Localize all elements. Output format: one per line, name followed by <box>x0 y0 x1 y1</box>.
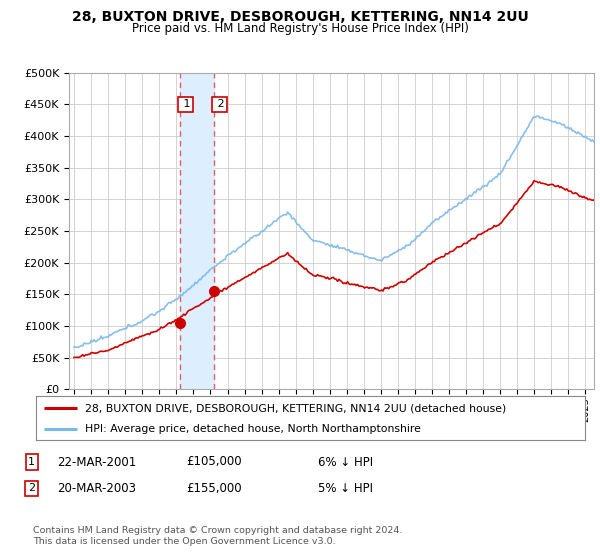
Text: 6% ↓ HPI: 6% ↓ HPI <box>318 455 373 469</box>
Text: 1: 1 <box>180 100 191 109</box>
Text: HPI: Average price, detached house, North Northamptonshire: HPI: Average price, detached house, Nort… <box>85 424 421 433</box>
Text: Price paid vs. HM Land Registry's House Price Index (HPI): Price paid vs. HM Land Registry's House … <box>131 22 469 35</box>
Text: 28, BUXTON DRIVE, DESBOROUGH, KETTERING, NN14 2UU (detached house): 28, BUXTON DRIVE, DESBOROUGH, KETTERING,… <box>85 403 506 413</box>
Text: 5% ↓ HPI: 5% ↓ HPI <box>318 482 373 495</box>
Text: 28, BUXTON DRIVE, DESBOROUGH, KETTERING, NN14 2UU: 28, BUXTON DRIVE, DESBOROUGH, KETTERING,… <box>71 10 529 24</box>
Text: Contains HM Land Registry data © Crown copyright and database right 2024.
This d: Contains HM Land Registry data © Crown c… <box>33 526 403 546</box>
Text: 2: 2 <box>214 100 225 109</box>
Text: 2: 2 <box>28 483 35 493</box>
Text: 1: 1 <box>28 457 35 467</box>
Bar <box>180 73 214 389</box>
Text: £105,000: £105,000 <box>186 455 242 469</box>
Text: 22-MAR-2001: 22-MAR-2001 <box>57 455 136 469</box>
Text: 20-MAR-2003: 20-MAR-2003 <box>57 482 136 495</box>
Text: £155,000: £155,000 <box>186 482 242 495</box>
